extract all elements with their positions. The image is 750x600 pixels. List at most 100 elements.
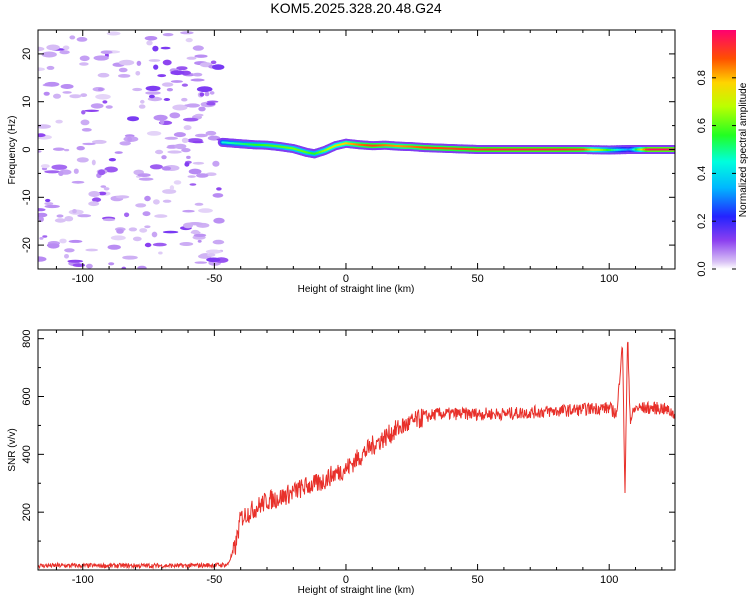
noise-blob xyxy=(110,235,126,241)
noise-blob xyxy=(170,80,183,83)
noise-blob xyxy=(114,151,123,154)
noise-blob xyxy=(152,242,167,247)
noise-blob xyxy=(85,248,99,252)
noise-blob xyxy=(52,147,65,151)
snr-series-line xyxy=(38,341,675,570)
noise-blob xyxy=(84,109,100,113)
noise-blob xyxy=(180,31,194,35)
noise-blob xyxy=(88,201,100,207)
noise-blob xyxy=(67,259,83,263)
y-tick-label: 20 xyxy=(21,48,33,60)
noise-blob xyxy=(90,103,104,109)
noise-blob xyxy=(182,209,195,213)
noise-blob xyxy=(64,148,70,152)
noise-blob xyxy=(162,199,172,203)
noise-blob xyxy=(154,214,168,218)
noise-blob xyxy=(169,112,181,119)
noise-blob xyxy=(194,113,204,117)
noise-blob xyxy=(124,212,130,218)
noise-blob xyxy=(155,149,164,155)
noise-blob xyxy=(41,51,57,58)
snr-y-ticks: 200 400 600 800 xyxy=(21,329,675,571)
noise-blob xyxy=(181,137,189,143)
y-tick-label: 10 xyxy=(21,96,33,108)
colorbar-tick-label: 0.8 xyxy=(696,70,708,85)
noise-blob xyxy=(198,106,206,112)
noise-blob xyxy=(161,82,174,87)
noise-blob xyxy=(38,133,46,138)
x-tick-label: -100 xyxy=(72,273,94,285)
noise-blob xyxy=(174,143,187,150)
noise-blob xyxy=(183,117,199,122)
noise-blob xyxy=(82,142,96,146)
snr-x-ticks: -100 -50 0 50 100 xyxy=(55,330,663,586)
noise-blob xyxy=(127,116,139,122)
noise-blob xyxy=(144,36,158,41)
noise-blob xyxy=(160,46,171,50)
noise-blob xyxy=(146,40,153,46)
noise-blob xyxy=(76,157,89,163)
noise-blob xyxy=(46,65,55,70)
noise-blob xyxy=(149,164,163,170)
x-tick-label: 50 xyxy=(471,273,483,285)
noise-blob xyxy=(136,60,142,66)
noise-blob xyxy=(40,164,50,169)
snr-y-label: SNR (v/v) xyxy=(7,428,18,471)
y-tick-label: -20 xyxy=(21,237,33,253)
noise-blob xyxy=(206,102,216,106)
noise-blob xyxy=(157,74,167,78)
noise-blob xyxy=(64,216,74,222)
y-tick-label: 600 xyxy=(21,387,33,405)
noise-blob xyxy=(68,239,83,243)
noise-blob xyxy=(204,91,210,97)
noise-blob xyxy=(59,238,67,244)
noise-blob xyxy=(207,253,216,257)
noise-blob xyxy=(38,256,47,262)
noise-blob xyxy=(181,148,191,153)
noise-blob xyxy=(199,92,205,97)
noise-blob xyxy=(181,97,188,102)
noise-blob xyxy=(95,94,111,100)
noise-blob xyxy=(137,265,147,269)
noise-blob xyxy=(56,214,64,218)
noise-blob xyxy=(196,86,213,93)
noise-blob xyxy=(98,191,107,196)
colorbar-tick-label: 0.2 xyxy=(696,214,708,229)
colorbar-tick-label: 0.6 xyxy=(696,118,708,133)
snr-frame xyxy=(37,329,676,571)
noise-blob xyxy=(73,168,79,174)
spectrogram-y-label: Frequency (Hz) xyxy=(7,116,18,185)
noise-blob xyxy=(86,263,93,269)
noise-blob xyxy=(62,91,72,94)
noise-blob xyxy=(186,56,197,60)
y-tick-label: 200 xyxy=(21,503,33,521)
noise-blob xyxy=(192,45,204,51)
noise-blob xyxy=(53,93,61,99)
noise-blob xyxy=(60,84,74,89)
noise-blob xyxy=(145,91,161,95)
noise-blob xyxy=(170,70,185,76)
noise-blob xyxy=(38,208,46,212)
noise-blob xyxy=(132,236,142,242)
noise-blob xyxy=(162,230,179,234)
noise-blob xyxy=(162,33,174,37)
noise-blob xyxy=(194,202,204,206)
noise-blob xyxy=(121,266,127,269)
noise-blob xyxy=(148,94,155,99)
noise-blob xyxy=(91,197,102,202)
noise-blob xyxy=(102,218,116,222)
noise-blob xyxy=(173,132,186,138)
noise-blob xyxy=(166,88,173,92)
noise-blob xyxy=(62,45,70,51)
noise-blobs xyxy=(38,31,229,269)
noise-blob xyxy=(138,104,146,109)
noise-blob xyxy=(192,72,203,77)
noise-blob xyxy=(79,62,89,66)
noise-blob xyxy=(69,94,82,99)
noise-blob xyxy=(172,104,188,111)
noise-blob xyxy=(184,162,190,167)
noise-blob xyxy=(210,60,217,65)
noise-blob xyxy=(167,150,182,154)
noise-blob xyxy=(80,119,90,126)
noise-blob xyxy=(54,218,66,223)
